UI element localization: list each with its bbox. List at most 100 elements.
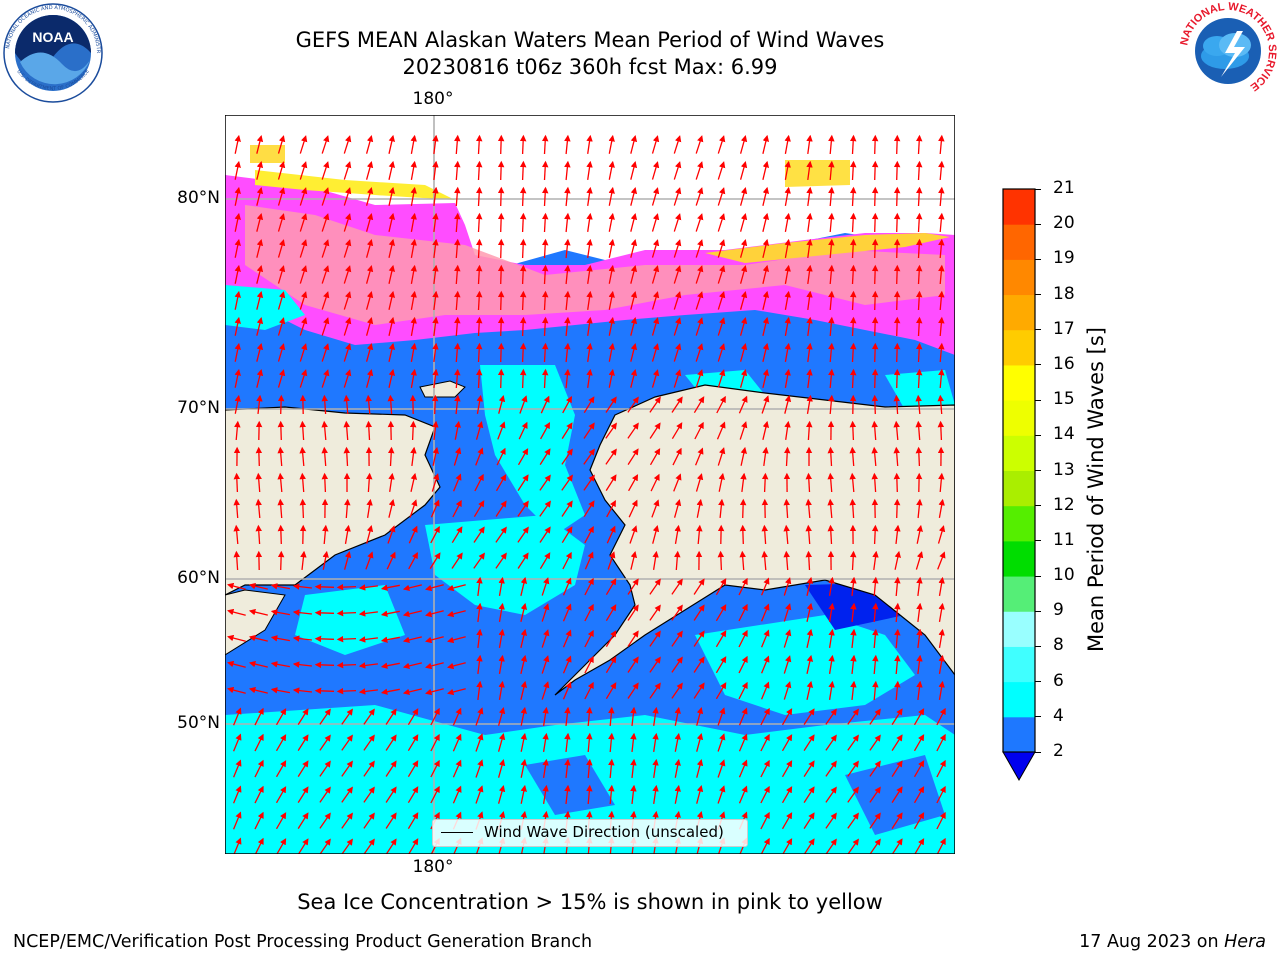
wave-direction-arrow <box>431 473 440 492</box>
wave-direction-arrow <box>365 161 374 180</box>
colorbar-tick-label: 15 <box>1053 389 1075 410</box>
wave-direction-arrow <box>497 368 505 389</box>
wave-direction-arrow <box>297 838 309 854</box>
wave-direction-arrow <box>693 682 705 699</box>
wave-direction-arrow <box>825 708 837 725</box>
wave-direction-arrow <box>715 630 727 648</box>
wave-direction-arrow <box>277 369 286 388</box>
wave-direction-arrow <box>255 472 262 493</box>
lat-label-80: 80°N <box>177 188 220 208</box>
wave-direction-arrow <box>540 421 551 440</box>
wave-direction-arrow <box>652 732 659 752</box>
wave-direction-arrow <box>936 733 946 752</box>
wave-direction-arrow <box>938 680 945 701</box>
colorbar-segment <box>1003 435 1035 471</box>
wave-direction-arrow <box>783 498 790 519</box>
wave-direction-arrow <box>430 499 440 518</box>
wave-direction-arrow <box>584 525 594 544</box>
wave-direction-arrow <box>849 420 857 441</box>
wave-direction-arrow <box>693 656 705 673</box>
wave-direction-arrow <box>542 758 549 779</box>
wave-direction-arrow <box>871 368 879 389</box>
wave-direction-arrow <box>541 603 550 622</box>
wave-direction-arrow <box>913 786 925 804</box>
wave-direction-arrow <box>297 760 309 777</box>
wave-direction-arrow <box>938 212 945 233</box>
wave-direction-arrow <box>828 576 835 597</box>
wave-direction-arrow <box>605 604 617 622</box>
wave-direction-arrow <box>630 213 638 232</box>
wave-direction-arrow <box>671 422 683 440</box>
wave-direction-arrow <box>475 421 484 440</box>
wave-direction-arrow <box>388 134 396 154</box>
wave-direction-arrow <box>541 342 549 363</box>
wave-direction-arrow <box>341 812 353 829</box>
wave-direction-arrow <box>541 368 549 389</box>
wave-direction-arrow <box>358 636 378 643</box>
wave-direction-arrow <box>321 343 330 362</box>
wave-direction-arrow <box>894 524 901 544</box>
wave-direction-arrow <box>762 420 770 440</box>
wave-direction-arrow <box>299 472 306 493</box>
wave-direction-arrow <box>627 630 639 647</box>
wave-direction-arrow <box>517 552 529 569</box>
wave-direction-arrow <box>299 343 308 362</box>
wave-direction-arrow <box>344 524 351 545</box>
wave-direction-arrow <box>696 498 703 518</box>
wave-direction-arrow <box>805 498 812 519</box>
wave-direction-arrow <box>432 368 439 388</box>
wave-direction-arrow <box>739 239 748 258</box>
footer-date: 17 Aug 2023 on Hera <box>1079 932 1266 952</box>
wave-direction-arrow <box>674 732 681 752</box>
wave-direction-arrow <box>739 343 748 362</box>
wave-direction-arrow <box>586 732 593 753</box>
wave-direction-arrow <box>806 368 813 388</box>
wave-direction-arrow <box>270 609 291 616</box>
wave-direction-arrow <box>630 161 638 180</box>
wave-direction-arrow <box>497 421 506 440</box>
wave-direction-arrow <box>872 628 879 649</box>
wave-direction-arrow <box>584 629 594 648</box>
wave-direction-arrow <box>674 550 681 571</box>
wave-direction-arrow <box>825 786 837 803</box>
wave-direction-arrow <box>630 187 638 206</box>
wave-direction-arrow <box>495 500 507 517</box>
wave-direction-arrow <box>256 343 264 362</box>
wave-direction-arrow <box>388 264 396 284</box>
wave-direction-arrow <box>673 291 682 310</box>
wave-direction-arrow <box>717 265 726 284</box>
wave-direction-arrow <box>520 654 528 674</box>
wave-direction-arrow <box>630 732 637 752</box>
wave-direction-arrow <box>913 734 925 752</box>
colorbar-segment <box>1003 364 1035 401</box>
wave-direction-arrow <box>497 290 505 311</box>
wave-direction-arrow <box>608 342 615 362</box>
wave-direction-arrow <box>717 759 726 778</box>
wave-direction-arrow <box>828 160 835 181</box>
wave-direction-arrow <box>717 213 726 232</box>
wave-direction-arrow <box>718 498 725 518</box>
wave-direction-arrow <box>849 290 857 311</box>
colorbar-tick <box>1035 364 1041 366</box>
wave-direction-arrow <box>343 291 352 310</box>
wave-direction-arrow <box>938 576 945 597</box>
wave-direction-arrow <box>762 446 769 466</box>
wave-direction-arrow <box>760 811 770 830</box>
wave-direction-arrow <box>256 394 263 414</box>
wave-direction-arrow <box>520 758 527 778</box>
wave-direction-arrow <box>275 734 287 752</box>
wave-direction-arrow <box>605 682 617 700</box>
wave-direction-arrow <box>277 550 285 571</box>
colorbar-tick <box>1035 329 1041 331</box>
wave-direction-arrow <box>234 290 241 310</box>
wave-direction-arrow <box>740 472 747 492</box>
wave-direction-arrow <box>429 552 441 569</box>
wave-direction-arrow <box>605 422 617 439</box>
wave-direction-arrow <box>937 551 946 570</box>
wave-direction-arrow <box>586 264 593 284</box>
wave-direction-arrow <box>454 394 461 415</box>
wave-direction-arrow <box>430 785 440 804</box>
wave-direction-arrow <box>343 394 350 415</box>
wave-direction-arrow <box>497 134 505 155</box>
wave-direction-arrow <box>497 759 506 778</box>
